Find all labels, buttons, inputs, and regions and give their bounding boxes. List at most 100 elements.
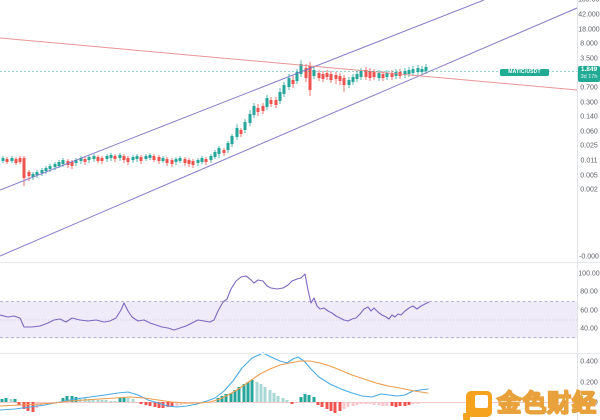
price-axis-label: 0.140 (580, 113, 598, 121)
macd-hist-bar (263, 387, 267, 402)
macd-hist-bar (109, 401, 113, 402)
rsi-axis-label: 40.00 (580, 325, 598, 332)
macd-hist-bar (48, 402, 52, 403)
macd-hist-bar (290, 402, 294, 404)
panel-separator-macd[interactable] (0, 353, 600, 354)
price-axis-label: 100.000 (578, 0, 600, 4)
macd-hist-bar (13, 399, 17, 402)
macd-hist-bar (416, 402, 420, 404)
macd-hist-bar (148, 402, 152, 406)
macd-hist-bar (299, 397, 303, 402)
macd-hist-bar (242, 384, 246, 402)
macd-hist-bar (100, 400, 104, 402)
macd-hist-bar (44, 402, 48, 404)
bar-countdown: 3d 17h (580, 74, 598, 80)
macd-hist-bar (268, 390, 272, 402)
macd-hist-bar (104, 400, 108, 402)
price-axis-label: 0.025 (580, 142, 598, 150)
channel-upper[interactable] (0, 0, 485, 191)
macd-hist-bar (250, 380, 254, 402)
macd-hist-bar (113, 401, 117, 402)
jinse-watermark: 金色财经 (463, 390, 597, 420)
resistance-line[interactable] (0, 37, 578, 91)
macd-hist-bar (411, 402, 415, 404)
macd-hist-bar (131, 399, 135, 402)
macd-hist-bar (294, 402, 298, 403)
macd-hist-bar (424, 402, 428, 403)
macd-hist-bar (0, 399, 4, 402)
macd-hist-bar (52, 402, 56, 403)
macd-hist-bar (237, 387, 241, 402)
macd-hist-bar (342, 402, 346, 409)
jinse-logo-icon (463, 391, 492, 420)
macd-hist-bar (307, 395, 311, 402)
price-axis-label: 0.300 (580, 99, 598, 106)
macd-hist-bar (96, 400, 100, 402)
macd-hist-bar (9, 399, 13, 402)
macd-hist-bar (338, 402, 342, 411)
price-axis-border (577, 0, 578, 420)
macd-hist-bar (329, 402, 333, 411)
macd-hist-bar (246, 382, 250, 402)
price-axis[interactable]: 100.000 42.000 18.000 8.000 3.500 0.700 0.300 0… (578, 0, 600, 420)
macd-axis-label: 0.000 (580, 399, 598, 407)
macd-hist-bar (118, 398, 122, 402)
macd-hist-bar (272, 393, 276, 402)
macd-hist-bar (364, 402, 368, 404)
macd-hist-bar (224, 394, 228, 402)
macd-hist-bar (390, 402, 394, 406)
macd-axis-label: 0.400 (580, 358, 598, 366)
macd-hist-bar (233, 390, 237, 402)
macd-hist-bar (259, 384, 263, 402)
panel-separator-rsi[interactable] (0, 262, 600, 263)
macd-hist-bar (333, 402, 337, 413)
macd-hist-bar (166, 402, 170, 407)
price-axis-label: 42.000 (578, 11, 600, 19)
macd-hist-bar (87, 399, 91, 402)
last-price-value: 1.849 (580, 66, 598, 73)
macd-hist-bar (377, 402, 381, 405)
rsi-axis-label: 80.00 (580, 288, 598, 296)
macd-hist-bar (281, 398, 285, 402)
macd-hist-bar (325, 402, 329, 409)
macd-hist-bar (394, 402, 398, 407)
macd-hist-bar (403, 402, 407, 406)
price-axis-label: 3.500 (580, 55, 598, 62)
macd-hist-bar (65, 396, 69, 402)
rsi-axis-label: 100.00 (578, 270, 600, 278)
macd-hist-bar (385, 402, 389, 406)
macd-hist-bar (70, 396, 74, 402)
macd-hist-bar (420, 402, 424, 403)
macd-hist-bar (351, 402, 355, 406)
price-axis-label: 0.002 (580, 186, 598, 194)
macd-hist-bar (368, 402, 372, 404)
price-axis-label: 0.005 (580, 172, 598, 179)
macd-hist-bar (320, 402, 324, 407)
macd-hist-bar (285, 400, 289, 402)
macd-hist-bar (220, 396, 224, 402)
macd-hist-bar (91, 399, 95, 402)
macd-hist-bar (74, 397, 78, 402)
symbol-price-label: MATIC/USDT (500, 69, 549, 76)
jinse-watermark-text: 金色财经 (496, 390, 597, 418)
macd-hist-bar (35, 402, 39, 408)
macd-hist-bar (17, 402, 21, 405)
macd-hist-bar (407, 402, 411, 405)
macd-hist-bar (346, 402, 350, 407)
macd-hist-bar (303, 394, 307, 402)
price-axis-label: 8.000 (580, 40, 598, 48)
macd-hist-bar (61, 398, 65, 402)
rsi-axis-label: 60.00 (580, 307, 598, 314)
macd-hist-bar (26, 402, 30, 411)
channel-lower[interactable] (0, 7, 578, 257)
macd-hist-bar (122, 397, 126, 402)
macd-hist-bar (126, 398, 130, 402)
macd-hist-bar (355, 402, 359, 405)
macd-hist-bar (179, 402, 183, 405)
macd-hist-bar (255, 382, 259, 402)
price-axis-label: 18.000 (578, 26, 600, 33)
macd-hist-bar (4, 398, 8, 402)
macd-axis-label: 0.200 (580, 379, 598, 386)
